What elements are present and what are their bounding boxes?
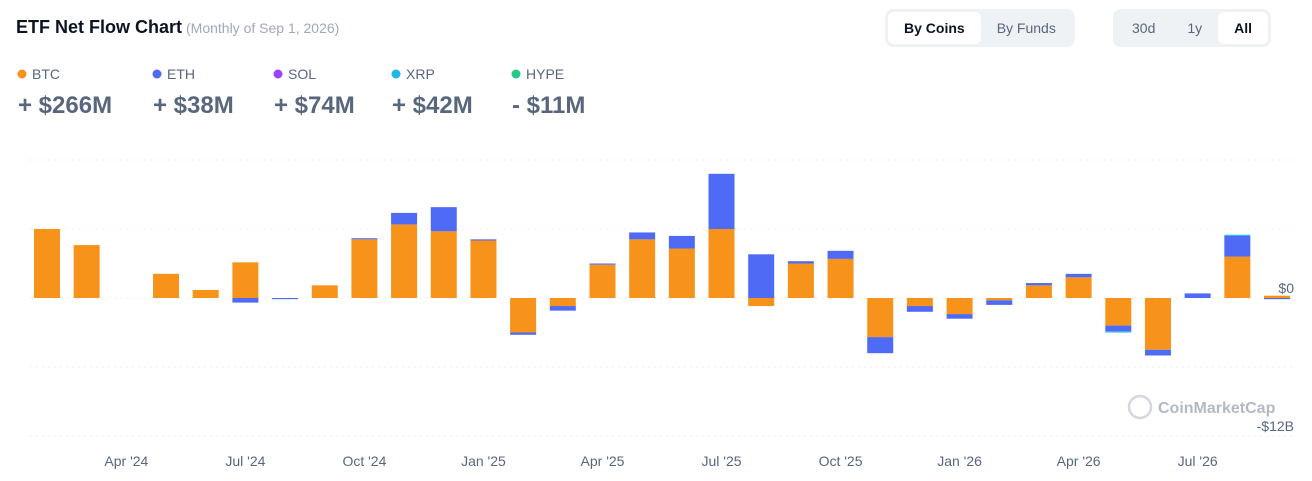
legend-label: XRP: [406, 66, 435, 82]
bar-segment: [986, 298, 1013, 301]
watermark: CoinMarketCap: [1127, 394, 1276, 420]
title: ETF Net Flow Chart (Monthly of Sep 1, 202…: [16, 17, 339, 38]
bar-segment: [153, 273, 180, 298]
bar-segment: [867, 337, 894, 354]
legend-total: + $42M: [392, 92, 473, 119]
bar-segment: [1264, 298, 1290, 300]
bar-segment: [867, 298, 894, 338]
legend-label: SOL: [288, 66, 316, 82]
y-tick-label: -$12B: [1257, 418, 1294, 434]
bar-segment: [668, 235, 695, 249]
x-tick-label: Jul '24: [225, 453, 265, 469]
view-toggle: By Coins By Funds: [885, 9, 1075, 47]
legend-total: + $266M: [18, 92, 112, 119]
bar-segment: [629, 239, 656, 298]
bar-segment: [1065, 277, 1092, 298]
bar-segment: [34, 229, 60, 298]
bar-segment: [1224, 256, 1251, 298]
bar-segment: [708, 173, 735, 229]
legend-total: - $11M: [512, 92, 585, 119]
bar-segment: [1105, 298, 1132, 326]
bar-segment: [311, 285, 338, 298]
bar-segment: [549, 298, 576, 307]
bar-segment: [986, 300, 1013, 305]
bar-segment: [73, 245, 100, 298]
subtitle: (Monthly of Sep 1, 2026): [186, 20, 340, 36]
bar-segment: [1105, 325, 1132, 332]
bar-segment: [391, 212, 418, 225]
toggle-button[interactable]: By Coins: [888, 12, 981, 44]
bar-segment: [470, 239, 497, 241]
x-tick-label: Jul '26: [1178, 453, 1218, 469]
bar-segment: [748, 298, 775, 307]
x-tick-label: Apr '24: [104, 453, 148, 469]
toggle-button[interactable]: 30d: [1132, 20, 1156, 36]
x-tick-label: Jul '25: [702, 453, 742, 469]
bar-segment: [1065, 273, 1092, 278]
bar-segment: [1025, 283, 1052, 286]
bar-segment: [1224, 235, 1251, 257]
bar-segment: [232, 262, 259, 298]
legend-dot: [273, 69, 283, 79]
bar-segment: [787, 263, 814, 298]
x-tick-label: Jan '25: [461, 453, 506, 469]
bar-segment: [946, 314, 973, 319]
bar-segment: [430, 231, 457, 298]
bar-segment: [1224, 234, 1251, 236]
bar-segment: [589, 264, 616, 298]
bar-segment: [470, 240, 497, 298]
bar-segment: [668, 248, 695, 298]
bar-segment: [192, 289, 219, 298]
bar-segment: [430, 207, 457, 232]
toggle-button[interactable]: All: [1218, 12, 1269, 44]
bar-segment: [827, 258, 854, 298]
legend-dot: [511, 69, 521, 79]
bar-segment: [549, 306, 576, 311]
bar-segment: [232, 298, 259, 303]
bar-segment: [787, 261, 814, 264]
x-tick-label: Oct '25: [819, 453, 863, 469]
bar-segment: [708, 229, 735, 298]
bar-segment: [589, 263, 616, 265]
bar-segment: [1025, 285, 1052, 298]
bar-segment: [1144, 298, 1171, 350]
bar-segment: [748, 254, 775, 298]
bar-segment: [391, 224, 418, 298]
x-tick-label: Oct '24: [342, 453, 386, 469]
legend-label: ETH: [167, 66, 195, 82]
x-tick-label: Apr '26: [1057, 453, 1101, 469]
bar-segment: [272, 298, 299, 300]
legend-label: HYPE: [526, 66, 564, 82]
bar-segment: [1144, 349, 1171, 356]
bar-segment: [351, 238, 378, 240]
legend-dot: [152, 69, 162, 79]
toggle-button[interactable]: By Funds: [996, 20, 1056, 36]
watermark-logo: [1127, 394, 1153, 420]
y-tick-label: $0: [1278, 280, 1294, 296]
bar-segment: [906, 298, 933, 307]
bar-segment: [1184, 293, 1211, 298]
legend-total: + $38M: [153, 92, 234, 119]
legend-dot: [17, 69, 27, 79]
legend-total: + $74M: [274, 92, 355, 119]
legend-label: BTC: [32, 66, 60, 82]
bar-segment: [946, 298, 973, 315]
bar-segment: [351, 239, 378, 298]
title-text: ETF Net Flow Chart: [16, 17, 182, 37]
x-tick-label: Apr '25: [581, 453, 625, 469]
toggle-button[interactable]: 1y: [1187, 20, 1203, 36]
bar-segment: [827, 250, 854, 259]
bar-segment: [510, 332, 537, 335]
bar-segment: [906, 306, 933, 312]
bar-segment: [629, 232, 656, 240]
x-tick-label: Jan '26: [937, 453, 982, 469]
bar-segment: [1105, 331, 1132, 333]
bar-segment: [1264, 295, 1290, 298]
watermark-text: CoinMarketCap: [1158, 400, 1276, 417]
bar-segment: [510, 298, 537, 333]
range-toggle: 30d 1y All: [1113, 9, 1272, 47]
legend-dot: [391, 69, 401, 79]
